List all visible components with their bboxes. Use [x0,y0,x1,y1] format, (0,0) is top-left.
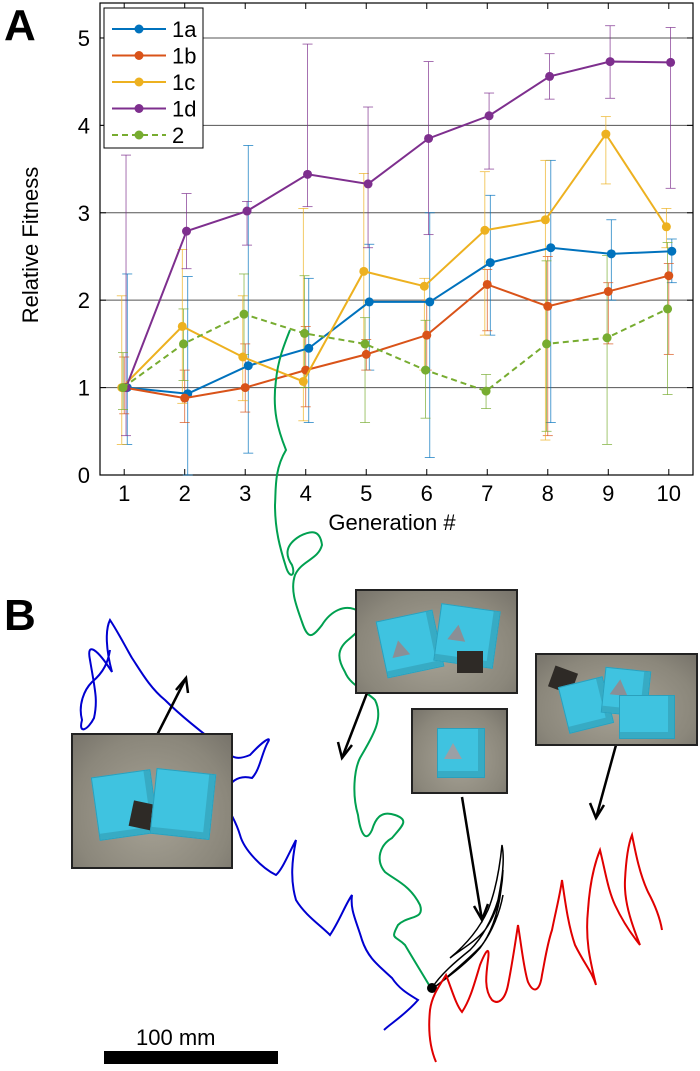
x-tick-label: 4 [300,481,312,506]
data-point-1d [605,57,615,67]
data-point-1d [545,71,555,81]
photo-two-cubes [71,733,233,869]
x-tick-label: 5 [360,481,372,506]
data-point-1d [484,111,494,121]
x-tick-label: 3 [239,481,251,506]
series-line-2 [122,308,669,393]
data-point-1c [419,281,429,291]
data-point-1a [364,297,374,307]
data-point-1b [422,330,432,340]
panel-b-label: B [4,591,36,640]
series-line-1b [124,274,670,400]
legend-marker-1a [134,24,144,34]
data-point-1b [180,393,190,403]
legend-label-2: 2 [172,123,184,148]
y-tick-label: 1 [78,376,90,401]
legend-marker-1c [134,77,144,87]
data-point-2 [481,386,491,396]
data-point-1c [540,215,550,225]
y-tick-label: 4 [78,113,90,138]
data-point-2 [360,339,370,349]
data-point-1d [666,57,676,67]
x-tick-label: 2 [179,481,191,506]
data-point-1c [601,129,611,139]
scale-bar-label: 100 mm [136,1025,216,1050]
data-point-1b [603,286,613,296]
data-point-1b [664,271,674,281]
data-point-1a [243,361,253,371]
legend-label-1d: 1d [172,97,196,122]
y-tick-label: 5 [78,26,90,51]
panel-a-label: A [4,1,36,50]
x-tick-label: 9 [602,481,614,506]
data-point-1b [543,301,553,311]
x-tick-label: 7 [481,481,493,506]
legend-label-1a: 1a [172,17,197,42]
legend-box [103,7,204,149]
legend-marker-1b [134,51,144,60]
data-point-1a [485,258,495,268]
legend-label-1c: 1c [172,70,195,95]
legend-marker-2 [134,130,144,140]
series-line-1d [125,60,671,388]
data-point-1c [661,222,671,232]
data-point-1c [298,376,308,386]
y-tick-label: 0 [78,463,90,488]
data-point-1d [182,226,192,236]
x-tick-label: 8 [542,481,554,506]
photo-cube-pair [355,589,518,694]
x-tick-label: 10 [657,481,681,506]
data-point-1c [480,225,490,235]
y-tick-label: 3 [78,201,90,226]
x-tick-label: 6 [421,481,433,506]
data-point-1a [606,249,616,259]
data-point-1c [177,321,187,331]
data-point-1a [304,343,314,353]
data-point-2 [421,365,431,375]
legend-marker-1d [134,104,144,113]
data-point-1d [303,169,313,179]
data-point-2 [663,304,673,314]
series-line-1c [121,132,668,389]
data-point-2 [542,339,552,349]
photo-cube-cluster [535,653,698,746]
data-point-1c [359,266,369,276]
data-point-2 [239,309,249,319]
data-point-2 [118,383,128,393]
x-axis-label: Generation # [328,510,456,535]
series-line-1a [127,246,672,395]
data-point-2 [179,339,189,349]
data-point-1c [238,352,248,362]
data-point-1a [546,243,556,253]
y-tick-label: 2 [78,288,90,313]
data-point-2 [300,328,310,338]
data-point-1d [424,133,434,143]
red-trajectory [428,831,663,1063]
data-point-1b [482,279,492,289]
data-point-1a [425,297,435,307]
photo-single-cube [411,708,508,794]
scale-bar [104,1051,278,1064]
data-point-1d [242,206,252,216]
y-axis-label: Relative Fitness [18,167,43,324]
black-trajectory [431,844,504,989]
start-point [427,983,437,993]
data-point-1d [363,179,373,189]
data-point-2 [602,333,612,343]
data-point-1a [667,246,677,256]
legend-label-1b: 1b [172,44,196,69]
data-point-1b [361,349,371,359]
x-tick-label: 1 [118,481,130,506]
data-point-1b [240,383,250,393]
